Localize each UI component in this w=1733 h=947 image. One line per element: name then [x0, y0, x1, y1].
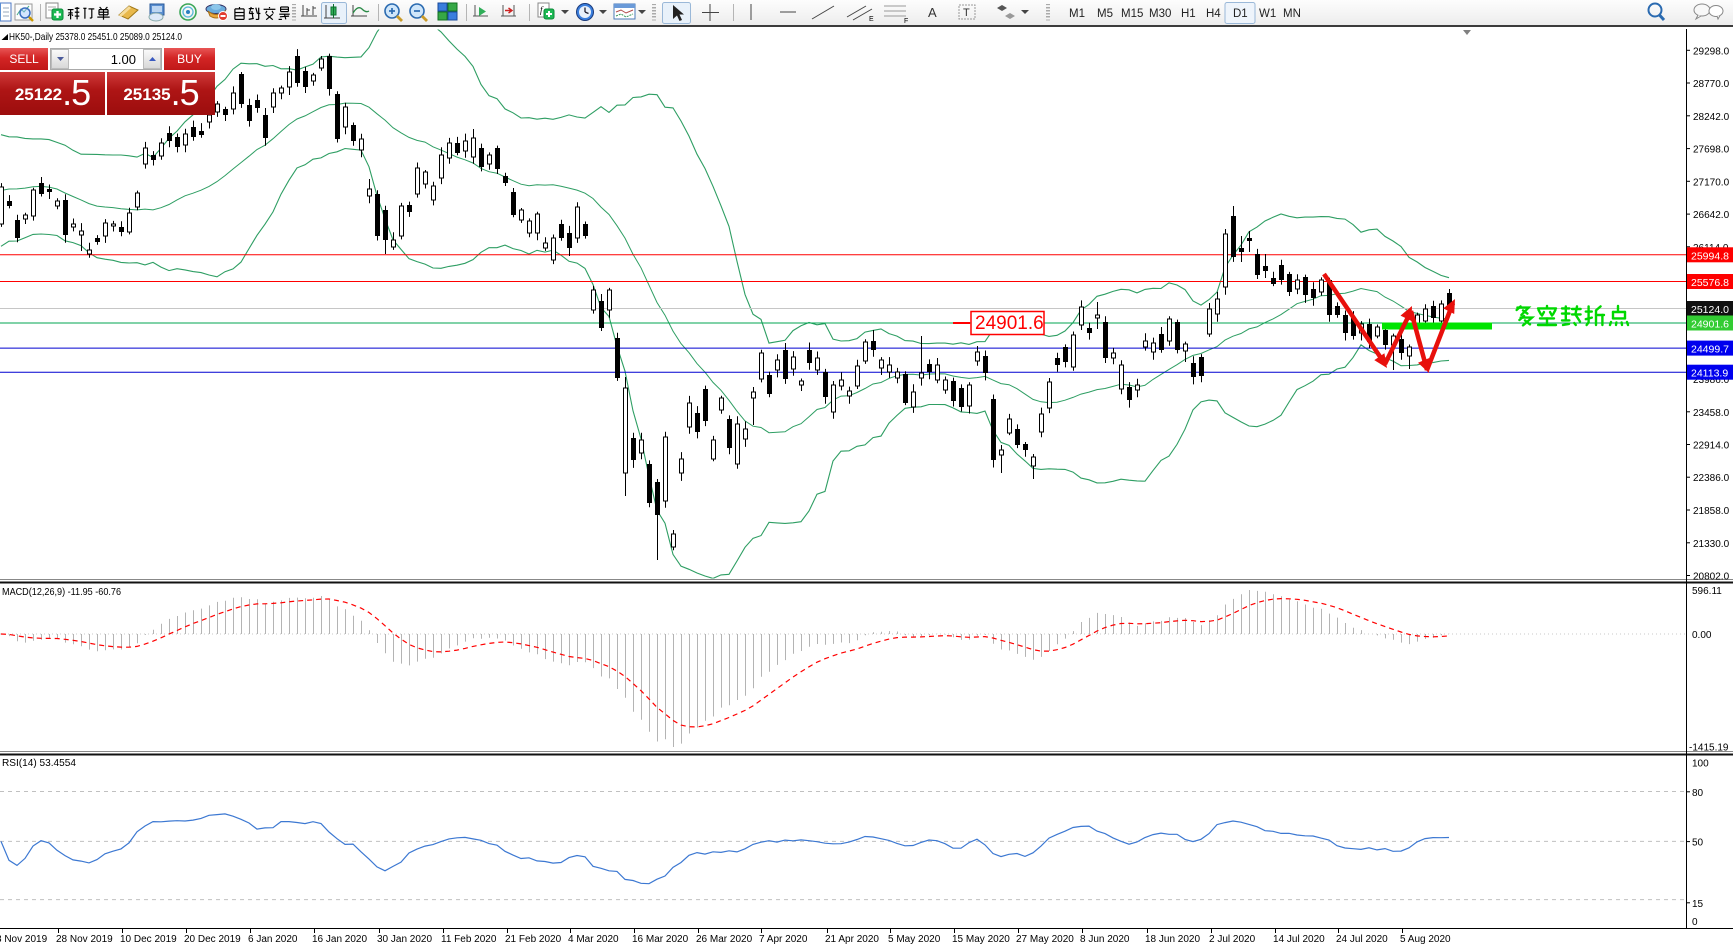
- svg-text:26642.0: 26642.0: [1693, 210, 1730, 221]
- svg-text:21858.0: 21858.0: [1693, 506, 1730, 517]
- svg-text:21 Feb 2020: 21 Feb 2020: [505, 934, 562, 945]
- svg-text:22386.0: 22386.0: [1693, 473, 1730, 484]
- svg-text:M15: M15: [1121, 8, 1143, 20]
- svg-text:26 Mar 2020: 26 Mar 2020: [696, 934, 753, 945]
- svg-text:25124.0: 25124.0: [1691, 304, 1729, 316]
- svg-text:0: 0: [1692, 917, 1698, 928]
- svg-text:11 Feb 2020: 11 Feb 2020: [441, 934, 497, 945]
- svg-text:29298.0: 29298.0: [1693, 46, 1730, 57]
- svg-text:28 Nov 2019: 28 Nov 2019: [56, 934, 113, 945]
- svg-text:H1: H1: [1181, 8, 1196, 20]
- svg-text:M1: M1: [1069, 8, 1085, 20]
- svg-text:23458.0: 23458.0: [1693, 408, 1730, 419]
- svg-text:100: 100: [1692, 759, 1709, 770]
- svg-text:5 Aug 2020: 5 Aug 2020: [1400, 934, 1451, 945]
- svg-text:16 Mar 2020: 16 Mar 2020: [632, 934, 689, 945]
- svg-text:22914.0: 22914.0: [1693, 441, 1730, 452]
- svg-text:50: 50: [1692, 838, 1704, 849]
- svg-text:28770.0: 28770.0: [1693, 79, 1730, 90]
- svg-text:RSI(14) 53.4554: RSI(14) 53.4554: [2, 757, 76, 769]
- svg-text:27170.0: 27170.0: [1693, 177, 1730, 188]
- svg-text:HK50-,Daily 25378.0 25451.0 2: HK50-,Daily 25378.0 25451.0 25089.0 2512…: [9, 31, 182, 43]
- svg-text:2 Jul 2020: 2 Jul 2020: [1209, 934, 1256, 945]
- svg-text:E: E: [869, 16, 874, 23]
- svg-text:M5: M5: [1097, 8, 1113, 20]
- svg-text:4 Mar 2020: 4 Mar 2020: [568, 934, 619, 945]
- svg-text:M30: M30: [1149, 8, 1171, 20]
- svg-text:6 Jan 2020: 6 Jan 2020: [248, 934, 298, 945]
- svg-text:24901.6: 24901.6: [1691, 319, 1729, 331]
- svg-text:20 Dec 2019: 20 Dec 2019: [184, 934, 241, 945]
- svg-text:27 May 2020: 27 May 2020: [1016, 934, 1074, 945]
- svg-text:21 Apr 2020: 21 Apr 2020: [825, 934, 879, 945]
- svg-text:24 Jul 2020: 24 Jul 2020: [1336, 934, 1388, 945]
- svg-text:MACD(12,26,9) -11.95 -60.76: MACD(12,26,9) -11.95 -60.76: [2, 586, 121, 598]
- svg-text:8 Nov 2019: 8 Nov 2019: [0, 934, 48, 945]
- svg-text:20802.0: 20802.0: [1693, 572, 1730, 583]
- svg-text:F: F: [904, 18, 908, 25]
- svg-text:W1: W1: [1259, 8, 1276, 20]
- svg-text:27698.0: 27698.0: [1693, 145, 1730, 156]
- svg-text:A: A: [928, 5, 937, 20]
- svg-text:596.11: 596.11: [1692, 586, 1722, 597]
- svg-text:15: 15: [1692, 899, 1704, 910]
- svg-text:15 May 2020: 15 May 2020: [952, 934, 1010, 945]
- svg-text:T: T: [963, 7, 970, 19]
- svg-text:0.00: 0.00: [1692, 630, 1712, 641]
- svg-text:24901.6: 24901.6: [975, 313, 1044, 334]
- svg-text:18 Jun 2020: 18 Jun 2020: [1145, 934, 1200, 945]
- svg-text:21330.0: 21330.0: [1693, 539, 1730, 550]
- svg-text:24499.7: 24499.7: [1691, 344, 1729, 356]
- svg-text:8 Jun 2020: 8 Jun 2020: [1080, 934, 1130, 945]
- svg-text:5 May 2020: 5 May 2020: [888, 934, 941, 945]
- svg-text:10 Dec 2019: 10 Dec 2019: [120, 934, 177, 945]
- svg-text:D1: D1: [1233, 8, 1248, 20]
- svg-text:MN: MN: [1283, 8, 1301, 20]
- svg-text:-1415.19: -1415.19: [1689, 743, 1729, 754]
- svg-text:30 Jan 2020: 30 Jan 2020: [377, 934, 432, 945]
- svg-text:16 Jan 2020: 16 Jan 2020: [312, 934, 367, 945]
- svg-text:25994.8: 25994.8: [1691, 250, 1729, 262]
- svg-text:28242.0: 28242.0: [1693, 112, 1730, 123]
- svg-text:80: 80: [1692, 788, 1704, 799]
- svg-text:24113.9: 24113.9: [1691, 368, 1728, 380]
- svg-text:H4: H4: [1206, 8, 1221, 20]
- svg-text:25576.8: 25576.8: [1691, 277, 1729, 289]
- svg-text:14 Jul 2020: 14 Jul 2020: [1273, 934, 1325, 945]
- svg-text:23986.0: 23986.0: [1693, 375, 1730, 386]
- svg-text:7 Apr 2020: 7 Apr 2020: [759, 934, 808, 945]
- svg-text:f: f: [540, 5, 544, 15]
